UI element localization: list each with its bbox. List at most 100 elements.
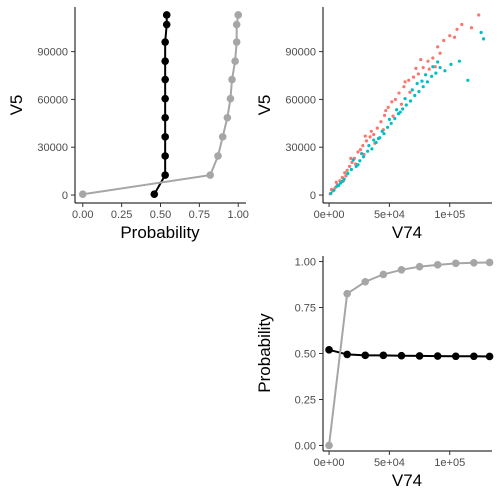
y-tick-label: 60000 — [285, 94, 316, 106]
scatter-point-scatter_teal — [420, 79, 424, 83]
scatter-point-scatter_red — [436, 45, 440, 49]
scatter-point-scatter_red — [382, 113, 387, 117]
scatter-point-scatter_teal — [332, 188, 336, 192]
scatter-point-scatter_red — [408, 90, 412, 94]
scatter-point-scatter_red — [427, 67, 431, 71]
scatter-point-scatter_red — [349, 156, 353, 160]
scatter-point-scatter_teal — [329, 191, 333, 196]
data-point — [161, 57, 169, 65]
x-tick-label: 0e+00 — [314, 457, 345, 469]
data-point — [325, 346, 333, 354]
scatter-point-scatter_red — [393, 97, 398, 102]
scatter-point-scatter_red — [334, 180, 338, 184]
scatter-point-scatter_teal — [376, 136, 381, 141]
y-tick-label: 30000 — [37, 142, 68, 154]
scatter-point-scatter_teal — [449, 62, 453, 66]
scatter-point-scatter_red — [386, 105, 390, 109]
x-tick-label: 0e+00 — [314, 209, 345, 221]
x-axis-title: Probability — [120, 223, 200, 242]
data-point — [161, 152, 169, 160]
scatter-point-scatter_red — [426, 59, 430, 63]
scatter-point-scatter_red — [329, 187, 334, 192]
scatter-point-scatter_teal — [403, 97, 407, 101]
scatter-point-scatter_teal — [425, 80, 430, 84]
scatter-point-scatter_teal — [421, 85, 425, 89]
scatter-point-scatter_teal — [385, 125, 390, 129]
scatter-point-scatter_teal — [408, 99, 413, 103]
scatter-point-scatter_red — [347, 164, 352, 168]
data-point — [162, 11, 171, 19]
scatter-point-scatter_red — [345, 168, 349, 172]
scatter-point-scatter_red — [369, 129, 373, 133]
y-axis-title: V5 — [255, 95, 274, 116]
data-point — [397, 265, 406, 274]
scatter-point-scatter_teal — [360, 152, 364, 156]
scatter-point-scatter_teal — [346, 171, 350, 176]
data-point — [397, 351, 406, 360]
data-point — [161, 171, 169, 179]
scatter-point-scatter_teal — [349, 167, 353, 172]
scatter-point-scatter_red — [397, 91, 401, 95]
scatter-point-scatter_red — [384, 108, 388, 113]
data-point — [161, 38, 169, 46]
panel-probability-vs-v5: 0.00 0.25 0.50 0.75 1.00 0 30000 60000 90000 Prob… — [7, 7, 249, 242]
panel-v74-vs-probability: 0e+00 5e+04 1e+05 0.00 0.25 0.50 0.75 1.00 V74 Pr… — [255, 256, 494, 490]
scatter-point-scatter_teal — [361, 155, 366, 159]
scatter-point-scatter_red — [390, 100, 394, 104]
series-line-grey_series — [328, 261, 490, 446]
scatter-point-scatter_teal — [398, 110, 402, 114]
scatter-point-scatter_red — [391, 114, 395, 118]
scatter-point-scatter_red — [455, 27, 459, 31]
scatter-point-scatter_teal — [374, 140, 378, 145]
scatter-point-scatter_teal — [395, 108, 399, 112]
data-point — [162, 20, 171, 29]
scatter-point-scatter_red — [477, 13, 481, 17]
scatter-point-scatter_red — [416, 72, 420, 76]
scatter-point-scatter_red — [344, 174, 348, 178]
scatter-point-scatter_teal — [380, 129, 384, 133]
y-tick-label: 0.25 — [295, 394, 316, 406]
scatter-point-scatter_red — [403, 80, 407, 84]
data-point — [232, 20, 241, 29]
y-tick-label: 60000 — [37, 94, 68, 106]
y-tick-label: 0 — [62, 190, 68, 202]
scatter-point-scatter_teal — [417, 89, 421, 94]
scatter-point-scatter_teal — [382, 132, 386, 136]
scatter-point-scatter_red — [452, 35, 457, 39]
scatter-point-scatter_teal — [431, 65, 435, 69]
data-point — [485, 352, 494, 361]
data-point — [226, 94, 235, 103]
scatter-point-scatter_red — [411, 75, 416, 79]
scatter-point-scatter_red — [372, 132, 376, 137]
scatter-point-scatter_red — [364, 139, 369, 143]
data-point — [361, 351, 370, 360]
data-point — [415, 352, 424, 360]
scatter-point-scatter_teal — [358, 159, 362, 163]
scatter-point-scatter_teal — [438, 65, 442, 70]
scatter-point-scatter_red — [379, 120, 383, 124]
data-point — [343, 350, 351, 359]
data-point — [231, 57, 239, 65]
data-point — [218, 133, 227, 141]
scatter-point-scatter_red — [433, 65, 437, 69]
scatter-point-scatter_teal — [457, 59, 462, 63]
scatter-point-scatter_teal — [337, 183, 341, 188]
scatter-point-scatter_red — [353, 162, 358, 166]
y-tick-label: 0 — [310, 190, 316, 202]
data-point — [379, 351, 388, 360]
scatter-point-scatter_teal — [351, 158, 355, 162]
scatter-point-scatter_teal — [356, 163, 360, 167]
data-point — [451, 259, 460, 268]
scatter-point-scatter_red — [338, 179, 342, 183]
scatter-point-scatter_red — [343, 171, 347, 175]
scatter-point-scatter_teal — [401, 107, 405, 111]
x-tick-label: 5e+04 — [374, 209, 405, 221]
scatter-point-scatter_red — [421, 65, 425, 70]
scatter-point-scatter_red — [356, 150, 360, 154]
scatter-point-scatter_teal — [479, 30, 483, 35]
scatter-point-scatter_red — [363, 134, 367, 138]
x-tick-label: 1e+05 — [434, 209, 465, 221]
x-tick-label: 1.00 — [228, 209, 249, 221]
data-point — [451, 352, 460, 361]
